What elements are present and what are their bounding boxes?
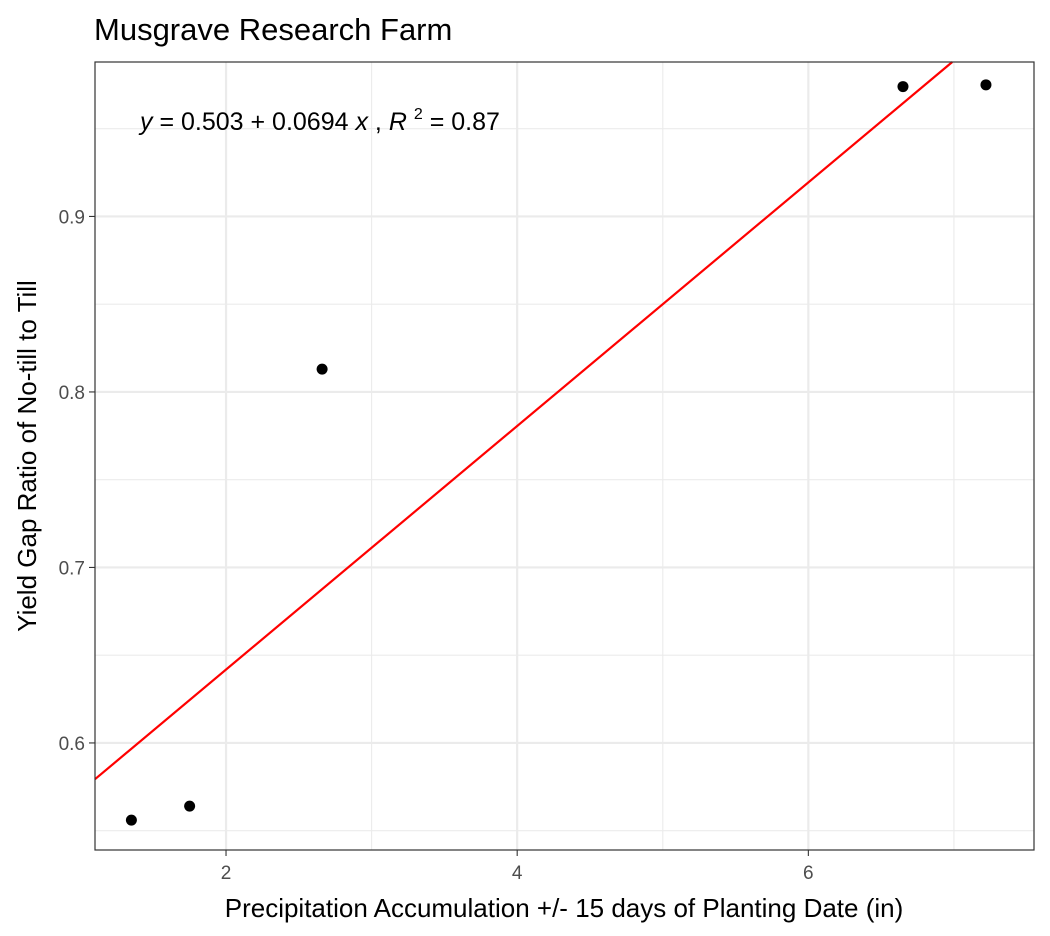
grid-minor [95,62,1034,850]
equation-y-var: y [138,108,154,136]
y-tick-label: 0.7 [59,558,85,579]
x-tick-label: 6 [803,863,814,884]
data-points [125,79,992,826]
data-point [897,81,909,93]
regression-line [94,61,953,781]
equation-separator: , [375,108,389,136]
y-tick-label: 0.9 [59,207,85,228]
x-axis-ticks: 2 4 6 [221,850,814,884]
equation-coefficients: = 0.503 + 0.0694 [159,108,355,136]
data-point [184,800,196,812]
data-point [980,79,992,91]
equation-r-value: = 0.87 [430,108,500,136]
equation-r-var: R [389,108,407,136]
data-point [125,814,137,826]
x-tick-label: 2 [221,863,232,884]
regression-equation: y = 0.503 + 0.0694 x , R 2 = 0.87 [138,97,500,136]
chart-title: Musgrave Research Farm [94,12,452,47]
equation-r-exponent: 2 [414,106,423,123]
plot-panel-border [94,61,1035,851]
y-tick-label: 0.6 [59,734,85,755]
x-tick-label: 4 [512,863,523,884]
y-axis-title: Yield Gap Ratio of No-till to Till [12,280,42,632]
y-axis-ticks: 0.6 0.7 0.8 0.9 [59,207,95,755]
x-axis-title: Precipitation Accumulation +/- 15 days o… [225,893,904,923]
grid-major [95,62,1034,850]
y-tick-label: 0.8 [59,383,85,404]
equation-x-var: x [354,108,369,136]
data-point [316,363,328,375]
